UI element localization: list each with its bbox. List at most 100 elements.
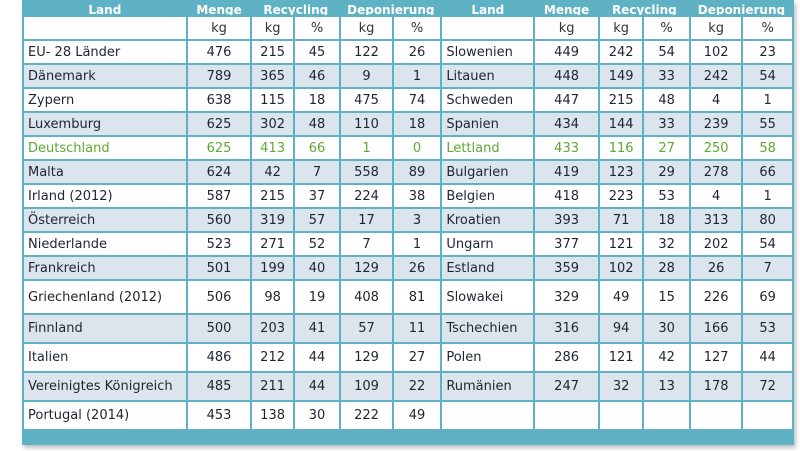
cell-left-menge: 587 <box>187 185 251 207</box>
cell-right-recycling-pct: 42 <box>644 344 689 371</box>
cell-right-deponierung-kg: 166 <box>690 315 742 342</box>
cell-right-deponierung-kg: 242 <box>690 65 742 87</box>
cell-left-recycling-pct: 40 <box>294 257 340 279</box>
cell-right-recycling-kg: 149 <box>599 65 643 87</box>
unit-pct: % <box>393 17 441 39</box>
unit-kg: kg <box>341 17 392 39</box>
table-row: Portugal (2014) 453 138 30 222 49 <box>24 402 792 429</box>
table-row: Frankreich 501 199 40 129 26 Estland 359 102 28 26… <box>24 257 792 279</box>
cell-right-recycling-pct: 53 <box>644 185 689 207</box>
cell-left-deponierung-kg: 475 <box>341 89 392 111</box>
cell-right-land: Slowenien <box>442 41 534 63</box>
cell-left-land: Malta <box>24 161 186 183</box>
cell-right-deponierung-kg: 178 <box>690 373 742 400</box>
cell-right-land: Lettland <box>442 137 534 159</box>
cell-left-recycling-kg: 203 <box>252 315 293 342</box>
cell-left-deponierung-pct: 38 <box>393 185 441 207</box>
cell-left-deponierung-pct: 18 <box>393 113 441 135</box>
cell-left-recycling-pct: 18 <box>294 89 340 111</box>
header-deponierung-right: Deponierung <box>697 3 786 15</box>
cell-right-deponierung-kg: 239 <box>690 113 742 135</box>
cell-right-recycling-kg: 215 <box>599 89 643 111</box>
cell-left-land: Irland (2012) <box>24 185 186 207</box>
cell-left-deponierung-pct: 26 <box>393 257 441 279</box>
cell-left-deponierung-pct: 1 <box>393 65 441 87</box>
cell-left-deponierung-pct: 1 <box>393 233 441 255</box>
cell-left-recycling-pct: 57 <box>294 209 340 231</box>
cell-left-recycling-kg: 212 <box>252 344 293 371</box>
cell-left-deponierung-pct: 11 <box>393 315 441 342</box>
cell-left-deponierung-kg: 122 <box>341 41 392 63</box>
cell-right-recycling-pct: 32 <box>644 233 689 255</box>
cell-right-recycling-kg: 121 <box>599 233 643 255</box>
cell-left-recycling-kg: 42 <box>252 161 293 183</box>
cell-left-recycling-kg: 98 <box>252 281 293 313</box>
cell-right-deponierung-pct: 44 <box>743 344 792 371</box>
cell-left-land: Niederlande <box>24 233 186 255</box>
cell-right-land: Litauen <box>442 65 534 87</box>
cell-left-deponierung-pct: 22 <box>393 373 441 400</box>
cell-left-menge: 789 <box>187 65 251 87</box>
cell-left-recycling-pct: 66 <box>294 137 340 159</box>
unit-kg: kg <box>535 17 598 39</box>
cell-right-menge: 316 <box>535 315 598 342</box>
cell-right-deponierung-pct: 1 <box>743 185 792 207</box>
cell-right-land: Estland <box>442 257 534 279</box>
cell-left-deponierung-pct: 26 <box>393 41 441 63</box>
cell-right-deponierung-kg: 278 <box>690 161 742 183</box>
cell-left-land: Zypern <box>24 89 186 111</box>
cell-left-recycling-kg: 115 <box>252 89 293 111</box>
cell-right-menge: 359 <box>535 257 598 279</box>
cell-left-land: EU- 28 Länder <box>24 41 186 63</box>
cell-right-land: Schweden <box>442 89 534 111</box>
cell-left-land: Italien <box>24 344 186 371</box>
unit-kg: kg <box>690 17 742 39</box>
cell-right-recycling-kg: 32 <box>599 373 643 400</box>
cell-right-deponierung-kg: 127 <box>690 344 742 371</box>
header-row: Land Menge Recycling Deponierung Land Me… <box>24 2 792 15</box>
cell-right-menge: 449 <box>535 41 598 63</box>
table-row: Dänemark 789 365 46 9 1 Litauen 448 149 33 242 54 <box>24 65 792 87</box>
cell-right-deponierung-kg: 250 <box>690 137 742 159</box>
cell-left-recycling-kg: 215 <box>252 41 293 63</box>
table-row: Niederlande 523 271 52 7 1 Ungarn 377 121 32 202 54 <box>24 233 792 255</box>
cell-left-recycling-pct: 37 <box>294 185 340 207</box>
waste-statistics-table-frame: Land Menge Recycling Deponierung Land Me… <box>22 0 794 445</box>
cell-right-recycling-pct: 13 <box>644 373 689 400</box>
cell-right-deponierung-pct: 7 <box>743 257 792 279</box>
cell-right-recycling-kg: 116 <box>599 137 643 159</box>
cell-left-recycling-pct: 46 <box>294 65 340 87</box>
header-recycling-right: Recycling <box>611 3 677 15</box>
cell-left-deponierung-kg: 129 <box>341 344 392 371</box>
header-land-right: Land <box>471 3 505 15</box>
table-row: Deutschland 625 413 66 1 0 Lettland 433 116 27 250… <box>24 137 792 159</box>
cell-left-menge: 453 <box>187 402 251 429</box>
cell-left-deponierung-kg: 57 <box>341 315 392 342</box>
cell-right-deponierung-pct: 54 <box>743 65 792 87</box>
cell-right-deponierung-kg: 4 <box>690 89 742 111</box>
cell-right-land: Rumänien <box>442 373 534 400</box>
cell-right-recycling-pct: 18 <box>644 209 689 231</box>
cell-left-deponierung-kg: 129 <box>341 257 392 279</box>
table-row: Finnland 500 203 41 57 11 Tschechien 316 94 30 166… <box>24 315 792 342</box>
cell-right-menge: 418 <box>535 185 598 207</box>
cell-left-deponierung-pct: 0 <box>393 137 441 159</box>
table-row: Irland (2012) 587 215 37 224 38 Belgien 418 223 5… <box>24 185 792 207</box>
cell-left-deponierung-pct: 89 <box>393 161 441 183</box>
cell-left-land: Finnland <box>24 315 186 342</box>
cell-left-recycling-pct: 45 <box>294 41 340 63</box>
unit-kg: kg <box>599 17 643 39</box>
cell-right-recycling-pct: 29 <box>644 161 689 183</box>
cell-right-deponierung-pct: 69 <box>743 281 792 313</box>
cell-left-recycling-kg: 138 <box>252 402 293 429</box>
cell-left-recycling-pct: 41 <box>294 315 340 342</box>
cell-right-recycling-pct: 27 <box>644 137 689 159</box>
cell-right-recycling-kg: 94 <box>599 315 643 342</box>
unit-blank-right <box>442 17 534 39</box>
table-row: Zypern 638 115 18 475 74 Schweden 447 215 48 4 1 <box>24 89 792 111</box>
unit-blank-left <box>24 17 186 39</box>
cell-right-recycling-pct: 30 <box>644 315 689 342</box>
cell-left-recycling-kg: 199 <box>252 257 293 279</box>
cell-left-recycling-pct: 52 <box>294 233 340 255</box>
cell-right-land: Tschechien <box>442 315 534 342</box>
